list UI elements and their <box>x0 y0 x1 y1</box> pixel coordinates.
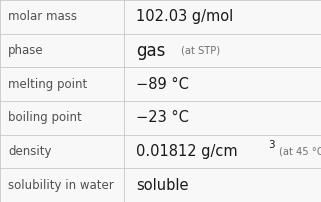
Text: (at 45 °C): (at 45 °C) <box>279 146 321 157</box>
Text: −89 °C: −89 °C <box>136 77 189 92</box>
Text: 3: 3 <box>269 140 275 150</box>
Text: 102.03 g/mol: 102.03 g/mol <box>136 9 234 24</box>
Text: soluble: soluble <box>136 178 189 193</box>
Text: phase: phase <box>8 44 44 57</box>
Text: solubility in water: solubility in water <box>8 179 114 192</box>
Text: 0.01812 g/cm: 0.01812 g/cm <box>136 144 238 159</box>
Text: −23 °C: −23 °C <box>136 110 189 125</box>
Text: molar mass: molar mass <box>8 10 77 23</box>
Text: melting point: melting point <box>8 78 87 91</box>
Text: (at STP): (at STP) <box>181 45 220 56</box>
Text: boiling point: boiling point <box>8 111 82 124</box>
Text: gas: gas <box>136 41 166 60</box>
Text: density: density <box>8 145 52 158</box>
